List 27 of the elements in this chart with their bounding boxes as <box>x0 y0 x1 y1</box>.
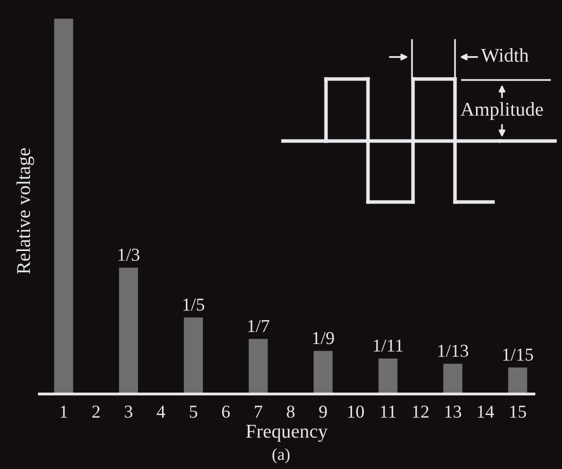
data-label: 1/11 <box>374 340 403 352</box>
x-tick-label: 7 <box>254 406 262 418</box>
x-tick-label: 4 <box>156 406 166 418</box>
y-axis-title: Relative voltage <box>16 148 34 274</box>
data-label: 1/7 <box>248 320 270 332</box>
data-label: 1/9 <box>313 332 334 344</box>
annotation: Amplitude <box>460 102 543 120</box>
x-tick-label: 5 <box>190 406 198 418</box>
x-tick-label: 15 <box>510 406 526 418</box>
x-tick-label: 9 <box>319 406 327 418</box>
x-tick-label: 11 <box>380 406 396 418</box>
x-tick-label: 12 <box>412 406 428 418</box>
x-tick-label: 10 <box>348 406 364 418</box>
x-tick-label: 8 <box>286 406 294 418</box>
x-axis-title: Frequency <box>246 424 328 442</box>
data-label: 1/5 <box>183 298 204 311</box>
x-tick-label: 14 <box>478 406 494 418</box>
text: (a) <box>272 448 290 464</box>
x-tick-label: 13 <box>445 406 462 418</box>
x-tick-label: 1 <box>60 406 68 418</box>
data-label: 1/13 <box>438 344 468 357</box>
x-tick-label: 3 <box>124 406 132 418</box>
data-label: 1/15 <box>503 348 534 361</box>
x-tick-label: 2 <box>92 406 100 418</box>
data-label: 1/3 <box>118 248 140 261</box>
annotation: Width <box>481 48 529 62</box>
x-tick-label: 6 <box>222 406 230 418</box>
